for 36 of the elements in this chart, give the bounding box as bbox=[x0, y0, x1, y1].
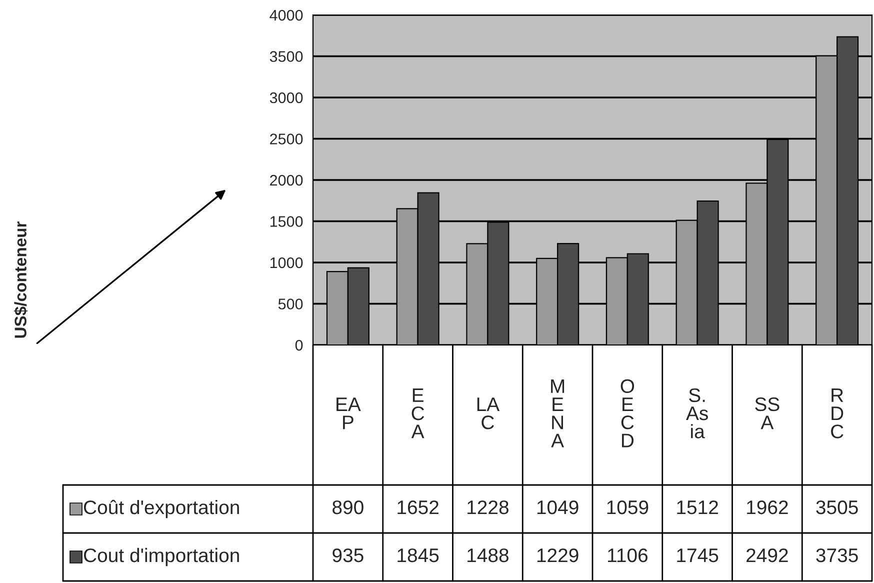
x-tick-label: M E N A bbox=[551, 379, 564, 448]
data-label: 1229 bbox=[537, 548, 578, 562]
data-label: 890 bbox=[332, 500, 364, 514]
y-tick-label: 0 bbox=[295, 340, 303, 351]
data-label: 1962 bbox=[747, 500, 788, 514]
x-tick-label: SS A bbox=[755, 397, 780, 430]
y-tick-label: 3000 bbox=[270, 92, 303, 104]
y-tick-label: 500 bbox=[278, 298, 303, 310]
data-label: 1745 bbox=[677, 548, 718, 562]
data-label: 1652 bbox=[398, 500, 438, 514]
y-tick-label: 4000 bbox=[270, 10, 303, 21]
x-tick-label: S. As ia bbox=[686, 388, 708, 438]
legend-label: Cout d'importation bbox=[84, 548, 239, 566]
data-label: 1512 bbox=[677, 500, 718, 514]
data-label: 3505 bbox=[816, 500, 858, 514]
y-tick-label: 2000 bbox=[270, 174, 303, 186]
x-tick-label: O E C D bbox=[620, 379, 634, 448]
data-label: 935 bbox=[332, 548, 364, 562]
y-tick-label: 1000 bbox=[270, 257, 303, 268]
text: US$/conteneur bbox=[14, 221, 28, 338]
data-label: 1845 bbox=[398, 548, 439, 562]
data-label: 1228 bbox=[468, 500, 508, 514]
data-label: 1049 bbox=[537, 500, 578, 514]
y-tick-label: 1500 bbox=[270, 216, 303, 227]
data-label: 1488 bbox=[468, 548, 508, 562]
x-tick-label: EA P bbox=[336, 398, 361, 430]
y-tick-label: 3500 bbox=[270, 51, 303, 62]
legend-label: Coût d'exportation bbox=[84, 500, 239, 518]
y-tick-label: 2500 bbox=[270, 134, 303, 144]
data-label: 3735 bbox=[816, 548, 858, 562]
x-tick-label: R D C bbox=[831, 388, 844, 438]
x-tick-label: E C A bbox=[411, 388, 424, 438]
data-label: 1059 bbox=[607, 500, 648, 514]
x-tick-label: LA C bbox=[477, 398, 500, 430]
data-label: 2492 bbox=[746, 548, 788, 562]
data-label: 1106 bbox=[608, 548, 648, 562]
